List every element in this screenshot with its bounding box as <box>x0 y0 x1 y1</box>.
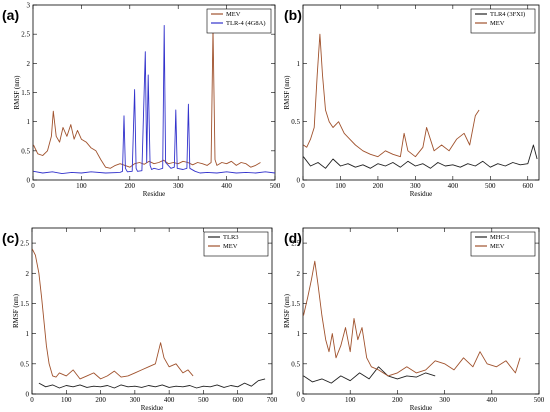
series-line-mev <box>33 27 261 169</box>
legend-entry: MEV <box>226 11 241 18</box>
y-tick-label: 1 <box>27 118 31 126</box>
y-tick-label: 2.5 <box>291 240 300 248</box>
legend-entry: MEV <box>490 20 505 27</box>
x-tick-label: 300 <box>130 396 141 404</box>
legend-box <box>470 231 536 257</box>
plot-frame <box>302 227 540 395</box>
x-axis-label: Residue <box>410 404 433 412</box>
x-tick-label: 500 <box>270 182 281 190</box>
y-axis-label: RMSF (nm) <box>283 75 291 110</box>
y-axis-label: RMSF (nm) <box>12 293 20 328</box>
y-tick-label: 2 <box>297 270 301 278</box>
series-line-mev <box>303 260 521 377</box>
x-tick-label: 500 <box>198 396 209 404</box>
legend-box <box>206 8 272 34</box>
x-axis-label: Residue <box>410 190 433 198</box>
y-tick-label: 2.5 <box>20 240 29 248</box>
legend: MEV TLR-4 (4G8A) <box>206 8 272 34</box>
y-tick-label: 1.5 <box>21 89 30 97</box>
legend: MHC-I MEV <box>470 231 536 257</box>
y-tick-label: 1 <box>26 330 30 338</box>
legend: TLR4 (3FXI) MEV <box>470 8 536 34</box>
legend-entry: TLR4 (3FXI) <box>490 11 525 18</box>
x-tick-label: 500 <box>485 182 496 190</box>
x-tick-label: 100 <box>61 396 72 404</box>
x-tick-label: 700 <box>267 396 278 404</box>
x-tick-label: 500 <box>534 396 545 404</box>
series-line-mhc-i <box>303 366 436 384</box>
y-axis-label: RMSF (nm) <box>13 75 21 110</box>
x-tick-label: 100 <box>345 396 356 404</box>
panel-label: (a) <box>2 7 19 23</box>
x-tick-label: 0 <box>301 182 305 190</box>
x-tick-label: 400 <box>164 396 175 404</box>
panel-label: (b) <box>284 7 302 23</box>
y-tick-label: 2.5 <box>21 31 30 39</box>
series-line-mev <box>31 248 194 380</box>
x-tick-label: 100 <box>335 182 346 190</box>
y-tick-label: 0 <box>27 177 31 185</box>
x-tick-label: 200 <box>95 396 106 404</box>
plot-frame <box>302 4 540 181</box>
x-tick-label: 0 <box>301 396 305 404</box>
x-tick-label: 200 <box>373 182 384 190</box>
x-tick-label: 600 <box>232 396 243 404</box>
chart-panel-3: (c) 0 100 200 300 400 500 600 700 0 0.5 1 1.5 2 2.5 Res… <box>2 227 278 412</box>
y-axis-label: RMSF (nm) <box>283 293 291 328</box>
x-tick-label: 300 <box>173 182 184 190</box>
panel-label: (d) <box>284 230 302 246</box>
x-tick-label: 400 <box>221 182 232 190</box>
legend-entry: TLR3 <box>223 234 239 241</box>
x-tick-label: 600 <box>523 182 534 190</box>
x-tick-label: 100 <box>76 182 87 190</box>
series-line-tlr4-3fxi <box>303 144 538 169</box>
y-tick-label: 0.5 <box>20 360 29 368</box>
y-tick-label: 2 <box>26 270 30 278</box>
y-tick-label: 3 <box>27 2 31 10</box>
series-line-tlr-4-4g8a <box>33 24 276 175</box>
x-tick-label: 400 <box>487 396 498 404</box>
legend: TLR3 MEV <box>203 231 269 257</box>
y-tick-label: 1 <box>297 330 301 338</box>
legend-box <box>470 8 536 34</box>
chart-panel-1: (a) 0 100 200 300 400 500 0 0.5 1 1.5 2 2.5 3 Residue R… <box>2 2 281 199</box>
chart-panel-2: (b) 0 100 200 300 400 500 600 0 0.5 1 Residue RMSF (… <box>283 4 540 198</box>
x-tick-label: 200 <box>392 396 403 404</box>
x-tick-label: 300 <box>410 182 421 190</box>
legend-entry: MEV <box>490 243 505 250</box>
panel-label: (c) <box>2 230 19 246</box>
y-tick-label: 0.5 <box>21 147 30 155</box>
y-tick-label: 0.5 <box>291 118 300 126</box>
y-tick-label: 1.5 <box>291 300 300 308</box>
x-axis-label: Residue <box>141 404 164 412</box>
y-tick-label: 0 <box>297 391 301 399</box>
legend-entry: MEV <box>223 243 238 250</box>
x-tick-label: 400 <box>448 182 459 190</box>
series-line-tlr3 <box>38 378 266 389</box>
y-tick-label: 1 <box>297 60 301 68</box>
legend-entry: TLR-4 (4G8A) <box>226 20 266 27</box>
y-tick-label: 1.5 <box>20 300 29 308</box>
y-tick-label: 0.5 <box>291 360 300 368</box>
chart-panel-4: (d) 0 100 200 300 400 500 0 0.5 1 1.5 2 2.5 Residue RM… <box>283 227 545 412</box>
legend-box <box>203 231 269 257</box>
x-tick-label: 0 <box>30 396 34 404</box>
plot-frame <box>31 227 273 395</box>
x-tick-label: 300 <box>439 396 450 404</box>
x-tick-label: 200 <box>125 182 136 190</box>
legend-entry: MHC-I <box>490 234 509 241</box>
y-tick-label: 0 <box>297 177 301 185</box>
x-tick-label: 0 <box>31 182 35 190</box>
y-tick-label: 2 <box>27 60 31 68</box>
series-line-mev <box>303 33 480 158</box>
y-tick-label: 0 <box>26 391 30 399</box>
x-axis-label: Residue <box>143 190 166 198</box>
